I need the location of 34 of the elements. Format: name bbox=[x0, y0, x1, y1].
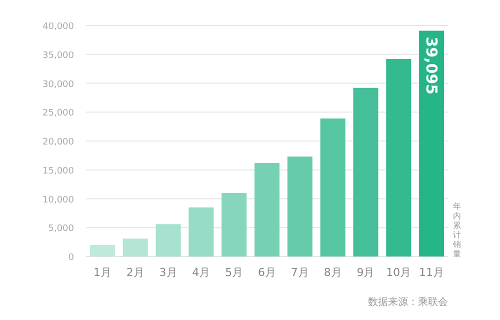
y-tick-label: 40,000 bbox=[42, 22, 74, 32]
y-tick-label: 35,000 bbox=[42, 50, 74, 61]
x-tick-label: 6月 bbox=[258, 266, 276, 279]
y-tick-label: 0 bbox=[68, 253, 74, 263]
bar bbox=[222, 192, 247, 256]
x-tick-label: 2月 bbox=[126, 266, 144, 279]
bar bbox=[156, 224, 181, 256]
bar bbox=[419, 30, 444, 256]
y-tick-label: 30,000 bbox=[42, 80, 74, 90]
x-tick-label: 10月 bbox=[386, 266, 412, 279]
x-tick-label: 11月 bbox=[419, 266, 444, 279]
bar bbox=[287, 156, 312, 256]
x-tick-label: 4月 bbox=[192, 266, 210, 279]
bar bbox=[122, 238, 148, 256]
y-tick-label: 10,000 bbox=[42, 195, 74, 206]
bar bbox=[188, 207, 214, 256]
y-tick-label: 20,000 bbox=[42, 138, 74, 148]
x-tick-label: 3月 bbox=[159, 266, 178, 279]
x-tick-label: 9月 bbox=[356, 266, 375, 279]
bar bbox=[254, 162, 280, 256]
x-tick-label: 8月 bbox=[324, 266, 342, 279]
x-tick-label: 7月 bbox=[290, 266, 309, 279]
data-label: 39,095 bbox=[422, 36, 441, 95]
bar bbox=[353, 88, 378, 256]
bar bbox=[320, 118, 346, 256]
bar bbox=[386, 58, 412, 256]
x-tick-label: 5月 bbox=[225, 266, 244, 279]
source-note: 数据来源：乘联会 bbox=[368, 296, 448, 308]
y-tick-label: 25,000 bbox=[42, 108, 74, 119]
y-axis-title: 年内累计销量 bbox=[452, 202, 461, 258]
y-tick-label: 15,000 bbox=[42, 166, 74, 176]
x-tick-label: 1月 bbox=[93, 266, 112, 279]
bar bbox=[90, 244, 115, 256]
y-tick-label: 5,000 bbox=[48, 224, 74, 234]
